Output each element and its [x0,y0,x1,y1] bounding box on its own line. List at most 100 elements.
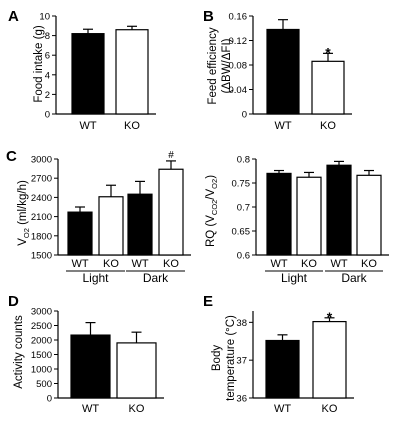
y-tick-label: 37 [236,356,247,367]
panel-b: B Feed efficiency (ΔBW/ΔFI) 0 0.04 0.08 0.1… [203,8,352,132]
panel-label-c: C [6,148,17,165]
x-category-label: WT [274,403,291,415]
y-tick-label: 1800 [31,231,52,242]
x-category-label: KO [103,258,119,270]
significance-mark: * [327,309,333,325]
panel-label-d: D [8,293,19,310]
bar-ko [296,176,322,256]
x-category-label: WT [79,120,96,132]
bar-ko [311,60,345,115]
svg-text:RQ (VCO2/VO2): RQ (VCO2/VO2) [205,175,219,247]
panel-c-vo2: C VO2 (ml/kg/h) 1500 1800 2100 2400 2700 3000… [6,148,191,285]
x-category-label: WT [71,258,88,270]
y-tick-label: 0.08 [229,61,248,72]
bar-wt [266,172,292,256]
bar-ko [158,168,184,256]
group-label-dark: Dark [143,271,169,285]
y-tick-label: 2400 [31,193,52,204]
y-tick-label: 0.16 [229,12,248,23]
y-axis-label-e: Body temperature (°C) [211,315,237,401]
group-label-light: Light [82,271,109,285]
y-axis-label-a: Food intake (g) [33,25,45,103]
svg-text:Food intake (g): Food intake (g) [33,25,45,103]
ylabel-b-line1: Feed efficiency [207,27,219,104]
ylabel-b-line2: (ΔBW/ΔFI) [221,38,233,93]
group-label-light: Light [281,271,308,285]
y-tick-label: 500 [36,379,52,390]
y-tick-label: 0 [47,394,52,405]
x-category-label: KO [322,403,338,415]
bar-wt [266,28,300,115]
y-tick-label: 8 [45,31,50,42]
panel-label-e: E [203,293,213,310]
bar-wt [70,334,111,399]
plot-area-d: 0 500 1000 1500 2000 2500 3000 WT KO [31,307,164,415]
svg-text:VO2 (ml/kg/h): VO2 (ml/kg/h) [17,180,31,246]
panel-a: A Food intake (g) 0 2 4 6 8 10 WT KO [8,8,156,132]
panel-d: D Activity counts 0 500 1000 1500 2000 2500 30… [8,293,164,415]
y-tick-label: 10 [39,12,50,23]
y-tick-label: 2500 [31,321,52,332]
bar-ko [116,342,157,399]
ylabel-e-line2: temperature (°C) [225,315,237,401]
y-tick-label: 3000 [31,155,52,166]
y-tick-label: 0 [45,110,50,121]
y-tick-label: 4 [45,70,50,81]
x-category-label: WT [270,258,287,270]
group-label-dark: Dark [341,271,367,285]
y-axis-label-c1: VO2 (ml/kg/h) [17,180,31,246]
panel-label-b: B [203,8,214,25]
significance-mark: # [168,150,174,161]
ylabel-e-line1: Body [211,345,223,371]
x-category-label: WT [274,120,291,132]
bar-wt [127,193,153,256]
y-axis-label-b: Feed efficiency (ΔBW/ΔFI) [207,27,233,104]
y-tick-label: 0.75 [232,179,251,190]
x-category-label: KO [124,120,140,132]
bar-wt [326,164,352,256]
y-tick-label: 3000 [31,307,52,318]
significance-mark: * [325,44,331,60]
plot-area-b: 0 0.04 0.08 0.12 0.16 WT * KO [229,12,352,132]
panel-label-a: A [8,8,19,25]
x-category-label: WT [131,258,148,270]
bar-ko [312,320,347,399]
x-category-label: KO [163,258,179,270]
bar-wt [67,211,93,256]
panel-e: E Body temperature (°C) 36 37 38 WT * KO [203,293,354,415]
x-category-label: KO [129,403,145,415]
y-tick-label: 0.8 [237,155,250,166]
y-tick-label: 6 [45,51,50,62]
y-tick-label: 38 [236,318,247,329]
plot-area-a: 0 2 4 6 8 10 WT KO [39,12,156,132]
y-tick-label: 0.12 [229,36,248,47]
y-tick-label: 1500 [31,350,52,361]
svg-text:Activity counts: Activity counts [13,315,25,389]
x-category-label: WT [330,258,347,270]
y-tick-label: 0.65 [232,227,251,238]
bar-ko [356,174,382,256]
y-tick-label: 36 [236,394,247,405]
bar-wt [265,339,300,399]
y-tick-label: 2700 [31,174,52,185]
x-category-label: KO [361,258,377,270]
y-tick-label: 0.04 [229,85,248,96]
y-axis-label-c2: RQ (VCO2/VO2) [205,175,219,247]
bar-wt [71,33,105,115]
y-tick-label: 2000 [31,336,52,347]
bar-ko [115,29,149,115]
y-tick-label: 1500 [31,251,52,262]
panel-c-rq: RQ (VCO2/VO2) 0.60.650.70.750.8WT KO WT KOL… [205,155,389,285]
x-category-label: KO [301,258,317,270]
y-tick-label: 2 [45,90,50,101]
y-tick-label: 2100 [31,212,52,223]
y-tick-label: 1000 [31,365,52,376]
x-category-label: KO [320,120,336,132]
y-tick-label: 0.7 [237,203,250,214]
plot-area-e: 36 37 38 WT * KO [236,309,354,415]
bar-ko [98,196,124,256]
y-axis-label-d: Activity counts [13,315,25,389]
y-tick-label: 0.6 [237,251,250,262]
